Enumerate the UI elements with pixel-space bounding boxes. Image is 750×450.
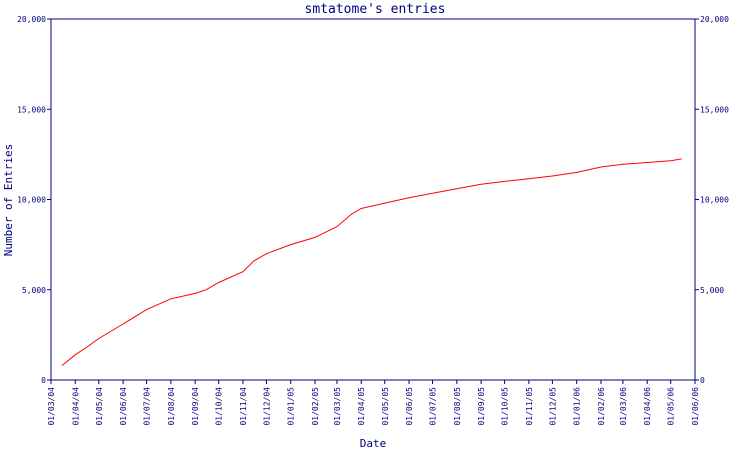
x-tick-label: 01/05/05 <box>381 387 390 426</box>
x-tick-label: 01/05/04 <box>95 387 104 426</box>
series-line <box>61 158 682 366</box>
x-axis: 01/03/04 01/04/04 01/05/04 01/06/04 01/07/04… <box>47 380 700 426</box>
y-tick-label-right: 10,000 <box>700 196 729 205</box>
x-tick-label: 01/10/05 <box>501 387 510 426</box>
x-tick-label: 01/01/06 <box>573 387 582 426</box>
y-tick-label-right: 20,000 <box>700 15 729 24</box>
y-tick-label-left: 20,000 <box>17 15 46 24</box>
y-tick-label-right: 5,000 <box>700 286 724 295</box>
x-tick-label: 01/07/04 <box>143 387 152 426</box>
x-tick-label: 01/08/05 <box>453 387 462 426</box>
x-tick-label: 01/06/05 <box>405 387 414 426</box>
plot-area <box>50 18 696 381</box>
x-tick-label: 01/02/05 <box>311 387 320 426</box>
x-tick-label: 01/06/06 <box>691 387 700 426</box>
y-axis-left: 0 5,000 10,000 15,000 20,000 <box>17 15 51 385</box>
x-tick-label: 01/06/04 <box>119 387 128 426</box>
x-tick-label: 01/12/04 <box>262 387 271 426</box>
x-tick-label: 01/05/06 <box>667 387 676 426</box>
y-tick-label-left: 15,000 <box>17 105 46 114</box>
x-tick-label: 01/08/04 <box>167 387 176 426</box>
x-tick-label: 01/07/05 <box>429 387 438 426</box>
x-tick-label: 01/03/04 <box>47 387 56 426</box>
x-tick-label: 01/10/04 <box>215 387 224 426</box>
x-tick-label: 01/03/06 <box>619 387 628 426</box>
x-tick-label: 01/04/04 <box>71 387 80 426</box>
y-tick-label-left: 5,000 <box>22 286 46 295</box>
x-tick-label: 01/09/05 <box>477 387 486 426</box>
y-tick-label-left: 10,000 <box>17 196 46 205</box>
x-tick-label: 01/03/05 <box>333 387 342 426</box>
x-axis-label: Date <box>360 437 387 450</box>
y-tick-label-right: 0 <box>700 376 705 385</box>
x-tick-label: 01/02/06 <box>597 387 606 426</box>
y-tick-label-right: 15,000 <box>700 105 729 114</box>
y-axis-label: Number of Entries <box>2 144 15 257</box>
x-tick-label: 01/09/04 <box>191 387 200 426</box>
y-axis-right: 0 5,000 10,000 15,000 20,000 <box>695 15 729 385</box>
x-tick-label: 01/11/04 <box>239 387 248 426</box>
y-tick-label-left: 0 <box>41 376 46 385</box>
x-tick-label: 01/12/05 <box>548 387 557 426</box>
x-tick-label: 01/04/05 <box>357 387 366 426</box>
x-tick-label: 01/01/05 <box>287 387 296 426</box>
x-tick-label: 01/04/06 <box>643 387 652 426</box>
x-tick-label: 01/11/05 <box>525 387 534 426</box>
chart-title: smtatome's entries <box>305 2 446 17</box>
